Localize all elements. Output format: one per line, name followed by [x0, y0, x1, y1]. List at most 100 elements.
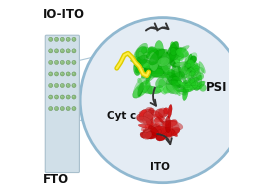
Ellipse shape — [192, 81, 198, 88]
Ellipse shape — [166, 127, 180, 137]
Ellipse shape — [157, 57, 170, 66]
Ellipse shape — [155, 75, 168, 88]
Circle shape — [49, 107, 53, 111]
Ellipse shape — [188, 82, 196, 90]
Circle shape — [54, 107, 59, 111]
Ellipse shape — [145, 73, 169, 78]
Ellipse shape — [170, 119, 178, 126]
Ellipse shape — [162, 50, 176, 67]
Ellipse shape — [154, 118, 161, 126]
Ellipse shape — [176, 48, 189, 57]
Ellipse shape — [170, 48, 176, 56]
Ellipse shape — [183, 81, 191, 93]
Ellipse shape — [189, 81, 195, 86]
Circle shape — [60, 83, 64, 88]
Ellipse shape — [133, 76, 146, 98]
Ellipse shape — [170, 53, 177, 60]
Ellipse shape — [180, 84, 195, 90]
Ellipse shape — [142, 132, 150, 139]
Ellipse shape — [149, 52, 159, 71]
Circle shape — [67, 84, 68, 85]
Circle shape — [66, 107, 70, 111]
Ellipse shape — [178, 55, 184, 61]
Ellipse shape — [165, 127, 170, 132]
Ellipse shape — [188, 63, 197, 73]
Ellipse shape — [148, 125, 159, 136]
Ellipse shape — [190, 56, 197, 63]
Circle shape — [49, 49, 53, 53]
Ellipse shape — [146, 120, 152, 125]
Ellipse shape — [138, 124, 154, 129]
Circle shape — [80, 18, 245, 183]
Ellipse shape — [189, 69, 198, 76]
Ellipse shape — [172, 60, 180, 82]
Ellipse shape — [139, 109, 151, 114]
Ellipse shape — [148, 48, 156, 57]
Ellipse shape — [140, 53, 157, 62]
Ellipse shape — [151, 69, 164, 77]
Ellipse shape — [149, 108, 154, 114]
Ellipse shape — [193, 65, 199, 71]
Ellipse shape — [134, 55, 148, 67]
Ellipse shape — [199, 84, 207, 91]
Text: Cyt c: Cyt c — [107, 111, 137, 121]
Circle shape — [60, 60, 64, 64]
Ellipse shape — [170, 120, 179, 129]
Circle shape — [73, 84, 74, 85]
Ellipse shape — [169, 48, 182, 60]
Ellipse shape — [177, 64, 187, 85]
Ellipse shape — [193, 82, 201, 90]
Ellipse shape — [170, 80, 180, 96]
Circle shape — [72, 72, 76, 76]
Ellipse shape — [173, 77, 185, 90]
Circle shape — [61, 96, 62, 97]
Ellipse shape — [130, 59, 150, 64]
Ellipse shape — [169, 80, 190, 88]
Circle shape — [66, 95, 70, 99]
Ellipse shape — [139, 109, 147, 120]
Ellipse shape — [196, 73, 204, 80]
Ellipse shape — [199, 81, 204, 86]
Circle shape — [55, 96, 57, 97]
Ellipse shape — [132, 57, 147, 64]
Ellipse shape — [182, 84, 188, 101]
Ellipse shape — [196, 64, 198, 70]
Ellipse shape — [145, 107, 154, 116]
Circle shape — [50, 38, 51, 39]
Ellipse shape — [142, 72, 153, 79]
Circle shape — [55, 38, 57, 39]
Ellipse shape — [150, 125, 157, 137]
Ellipse shape — [189, 68, 195, 72]
Ellipse shape — [174, 62, 187, 66]
Ellipse shape — [150, 62, 165, 77]
Ellipse shape — [198, 75, 201, 79]
Ellipse shape — [178, 81, 184, 86]
Ellipse shape — [163, 62, 172, 70]
Circle shape — [50, 50, 51, 51]
Circle shape — [60, 107, 64, 111]
Ellipse shape — [164, 74, 171, 80]
Ellipse shape — [185, 81, 195, 86]
Circle shape — [72, 83, 76, 88]
Ellipse shape — [154, 40, 164, 59]
Circle shape — [66, 49, 70, 53]
Circle shape — [49, 83, 53, 88]
Ellipse shape — [161, 53, 170, 72]
Ellipse shape — [157, 61, 172, 76]
Ellipse shape — [187, 59, 194, 67]
Circle shape — [73, 96, 74, 97]
Ellipse shape — [149, 130, 152, 135]
Ellipse shape — [152, 48, 162, 60]
Circle shape — [54, 37, 59, 41]
Ellipse shape — [133, 81, 150, 98]
Ellipse shape — [149, 49, 165, 65]
Ellipse shape — [189, 68, 199, 77]
Ellipse shape — [196, 81, 205, 89]
Ellipse shape — [164, 78, 177, 93]
Ellipse shape — [170, 53, 184, 60]
Ellipse shape — [141, 113, 146, 124]
Circle shape — [55, 61, 57, 62]
Ellipse shape — [185, 67, 193, 75]
Ellipse shape — [188, 69, 196, 78]
Ellipse shape — [196, 83, 202, 89]
